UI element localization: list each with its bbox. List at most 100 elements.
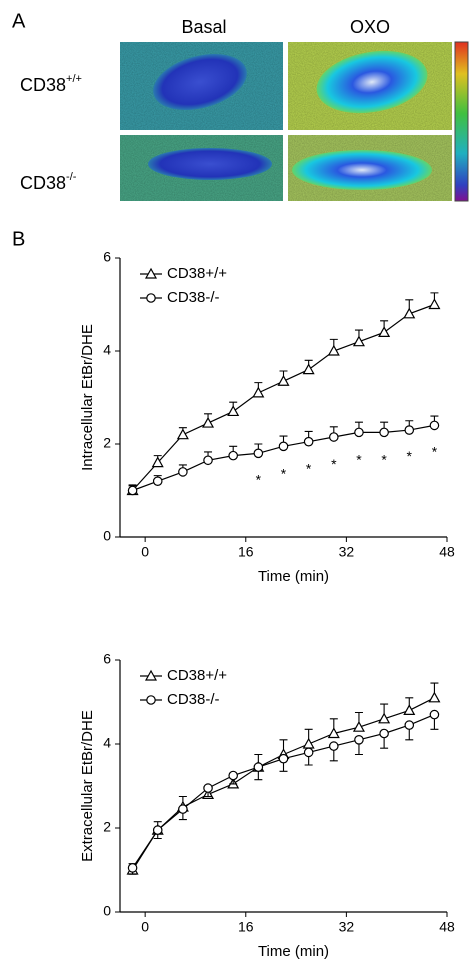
marker-circle [303, 436, 314, 447]
marker-circle [303, 747, 314, 758]
marker-circle [404, 720, 415, 730]
y-axis-label: Intracellular EtBr/DHE [79, 324, 96, 471]
marker-triangle [302, 363, 315, 375]
marker-triangle [151, 456, 164, 468]
marker-circle [329, 741, 339, 751]
y-tick-label: 2 [103, 435, 111, 451]
marker-circle [253, 448, 264, 459]
column-header: OXO [350, 17, 390, 37]
panel-label: B [12, 228, 25, 250]
legend-marker [146, 695, 156, 705]
marker-circle [278, 441, 289, 452]
y-tick-label: 6 [103, 249, 111, 265]
marker-circle [379, 728, 389, 739]
marker-triangle [302, 737, 315, 749]
marker-circle [354, 734, 364, 745]
row-label: CD38-/- [20, 171, 77, 193]
marker-circle [203, 783, 213, 793]
marker-triangle [277, 374, 290, 386]
x-tick-label: 32 [339, 919, 355, 935]
marker-triangle [378, 326, 391, 337]
column-header: Basal [181, 17, 226, 37]
x-tick-label: 16 [238, 544, 254, 560]
marker-triangle [327, 344, 340, 356]
marker-circle [253, 762, 264, 772]
significance-mark: * [407, 448, 413, 464]
x-tick-label: 32 [339, 544, 355, 560]
marker-circle [228, 770, 238, 781]
marker-triangle [202, 416, 215, 428]
marker-circle [203, 455, 213, 466]
marker-circle [429, 420, 440, 431]
row-label-text: CD38 [20, 173, 66, 193]
panel-a-images [120, 41, 469, 202]
x-tick-label: 48 [439, 919, 455, 935]
x-tick-label: 16 [238, 919, 254, 935]
marker-triangle [428, 298, 441, 310]
marker-circle [278, 753, 289, 764]
marker-circle [178, 467, 188, 477]
legend-label: CD38+/+ [167, 667, 227, 684]
marker-triangle [403, 307, 416, 319]
marker-triangle [352, 720, 365, 732]
marker-circle [152, 476, 163, 486]
marker-triangle [352, 335, 365, 347]
significance-mark: * [356, 451, 362, 467]
marker-circle [178, 804, 188, 814]
marker-circle [127, 485, 138, 496]
significance-mark: * [432, 443, 438, 459]
marker-circle [379, 427, 389, 438]
marker-triangle [327, 727, 340, 739]
cell [292, 150, 432, 190]
marker-triangle [403, 704, 416, 716]
x-axis-label: Time (min) [258, 943, 329, 960]
significance-mark: * [331, 456, 337, 472]
significance-mark: * [306, 461, 312, 477]
color-bar [454, 41, 469, 202]
marker-circle [404, 425, 415, 435]
y-tick-label: 4 [103, 342, 111, 358]
row-label-sup: -/- [66, 171, 77, 183]
x-tick-label: 0 [141, 919, 149, 935]
legend-label: CD38-/- [167, 691, 220, 708]
cell [153, 53, 247, 111]
marker-circle [152, 825, 163, 835]
significance-mark: * [256, 471, 262, 487]
series-line [132, 303, 435, 491]
legend-label: CD38-/- [167, 289, 220, 306]
row-label: CD38+/+ [20, 73, 82, 95]
row-label-text: CD38 [20, 75, 66, 95]
marker-triangle [378, 712, 391, 724]
marker-triangle [428, 691, 441, 703]
legend-label: CD38+/+ [167, 265, 227, 282]
y-tick-label: 2 [103, 819, 111, 835]
row-label-sup: +/+ [66, 73, 82, 85]
significance-mark: * [381, 451, 387, 467]
marker-circle [354, 427, 364, 438]
marker-circle [429, 709, 440, 720]
marker-circle [127, 863, 138, 873]
y-tick-label: 0 [103, 903, 111, 919]
cell [316, 50, 428, 114]
legend-marker [146, 293, 156, 303]
y-tick-label: 6 [103, 651, 111, 667]
y-tick-label: 0 [103, 528, 111, 544]
series-line [132, 714, 435, 869]
marker-triangle [227, 405, 240, 417]
x-axis-label: Time (min) [258, 568, 329, 585]
marker-circle [228, 450, 238, 461]
significance-mark: * [281, 465, 287, 481]
legend-marker [144, 267, 158, 279]
y-tick-label: 4 [103, 735, 111, 751]
panel-label: A [12, 10, 26, 32]
x-tick-label: 0 [141, 544, 149, 560]
series-line [132, 697, 435, 871]
legend-marker [144, 669, 158, 681]
cell [148, 148, 272, 180]
y-axis-label: Extracellular EtBr/DHE [79, 710, 96, 862]
marker-circle [329, 432, 339, 442]
marker-triangle [176, 428, 189, 440]
x-tick-label: 48 [439, 544, 455, 560]
marker-triangle [252, 386, 265, 398]
